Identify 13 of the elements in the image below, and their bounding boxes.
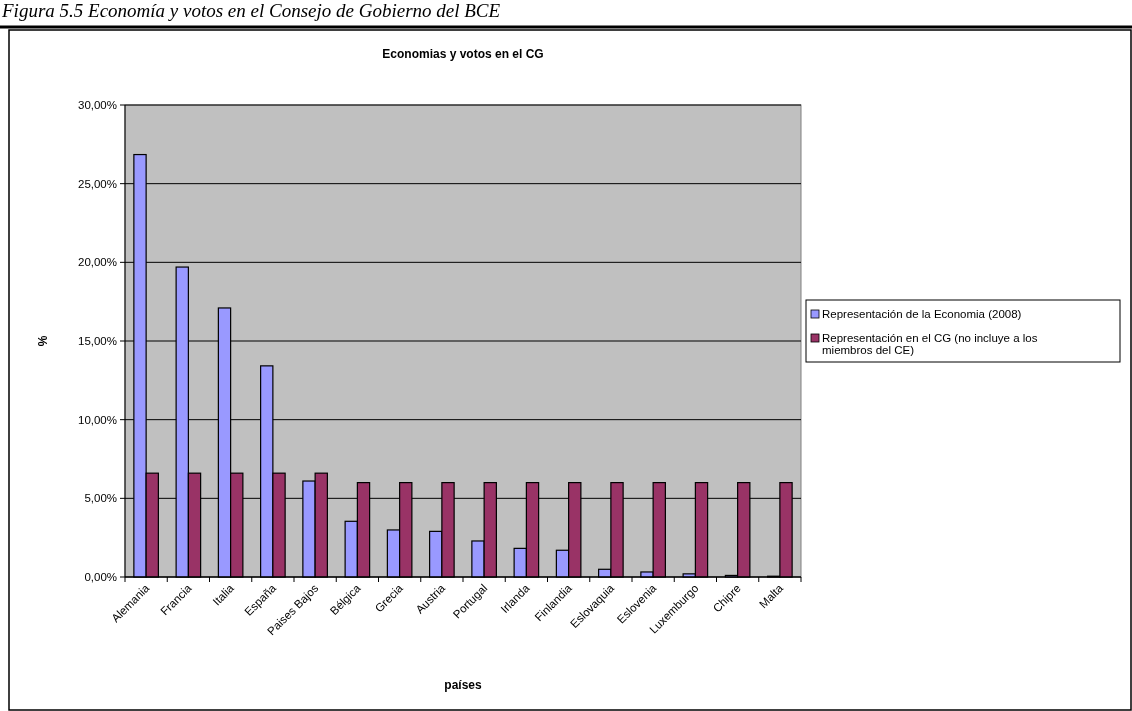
legend-label: Representación en el CG (no incluye a los miembros del CE) — [822, 332, 1038, 356]
y-tick-label: 10,00% — [77, 413, 117, 426]
y-tick-label: 0,00% — [84, 571, 117, 583]
x-axis-title: países — [444, 678, 483, 692]
y-tick-label: 20,00% — [77, 256, 117, 269]
y-axis-title: % — [36, 335, 50, 347]
y-tick-label: 30,00% — [77, 99, 117, 111]
legend-label: Representación de la Economia (2008) — [822, 308, 1022, 320]
chart-title: Economias y votos en el CG — [382, 47, 544, 61]
y-tick-label: 15,00% — [77, 335, 117, 347]
y-tick-label: 5,00% — [84, 492, 117, 505]
y-tick-label: 25,00% — [77, 177, 117, 190]
text: Figura 5.5 Economía y votos en el Consejo de Gobierno del BCE — [1, 0, 501, 21]
